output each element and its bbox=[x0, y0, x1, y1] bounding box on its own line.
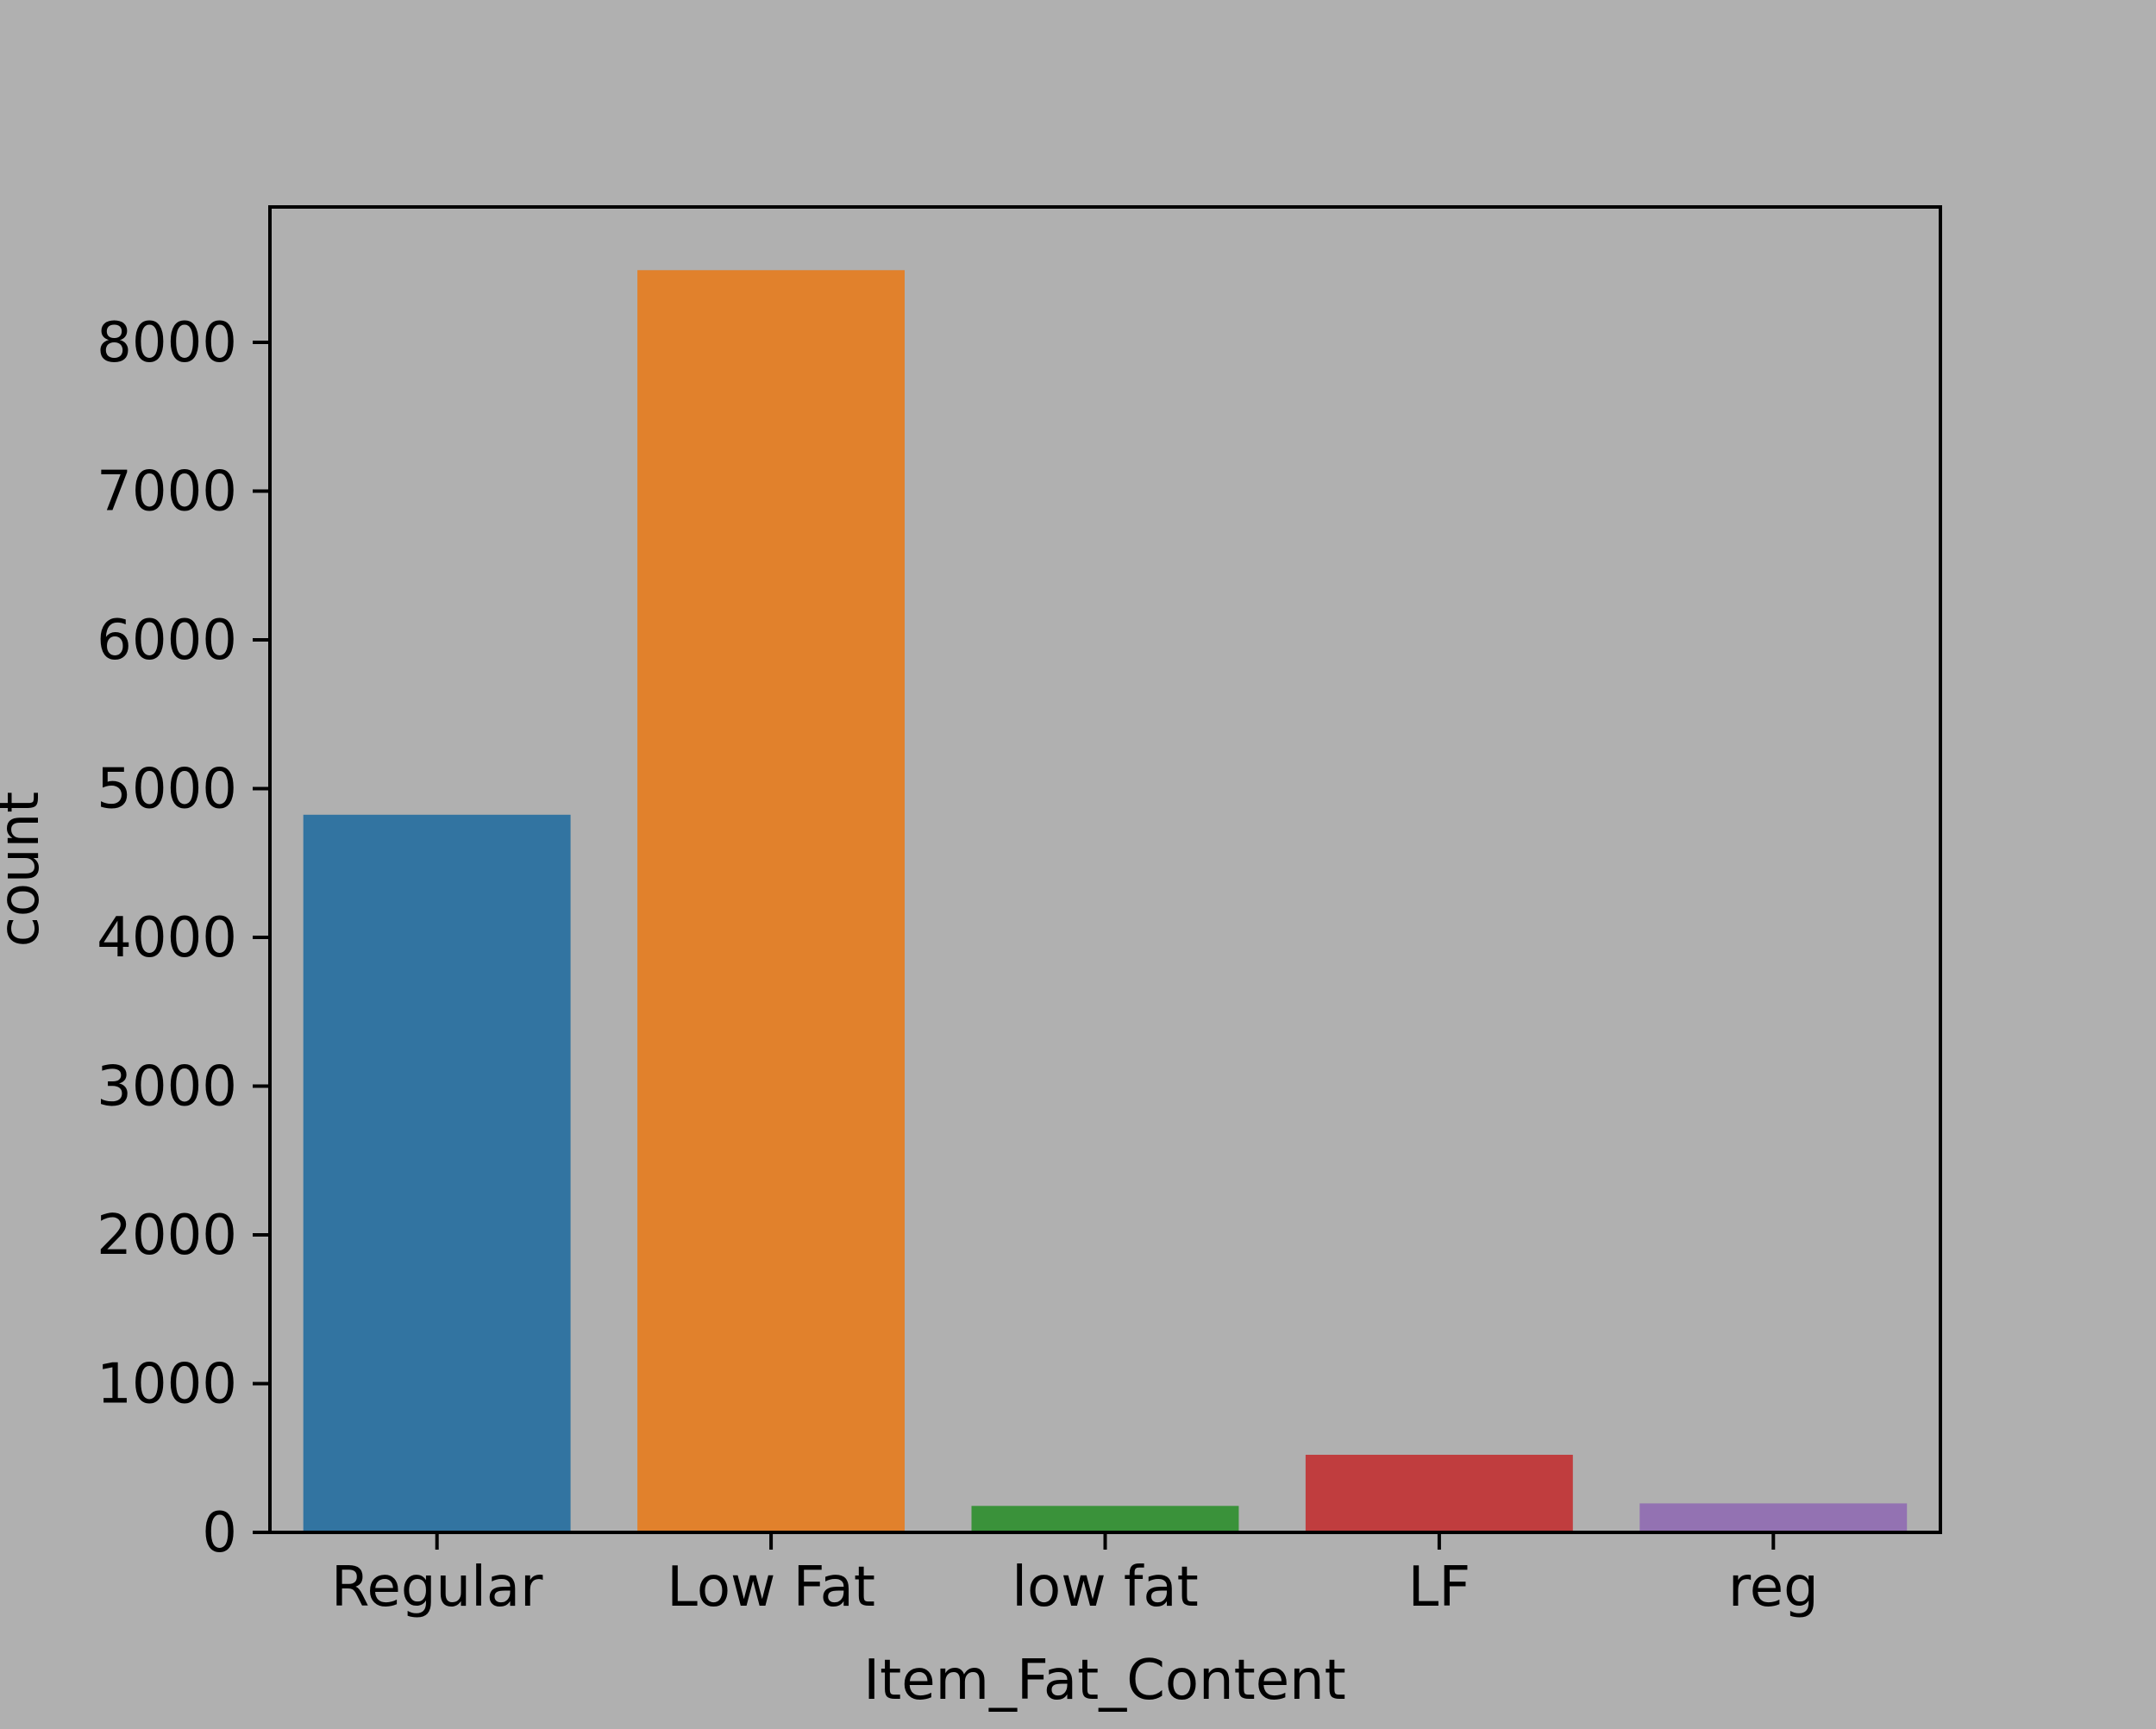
bar-reg bbox=[1639, 1503, 1908, 1532]
y-axis-label: count bbox=[0, 792, 52, 948]
y-axis: 0 1000 2000 3000 4000 5000 6000 7000 8000 bbox=[97, 311, 270, 1565]
y-tick-label: 1000 bbox=[97, 1352, 237, 1416]
x-axis: Regular Low Fat low fat LF reg bbox=[331, 1532, 1819, 1619]
x-tick-label: Regular bbox=[331, 1556, 543, 1619]
bars-group bbox=[303, 270, 1908, 1532]
y-tick-label: 0 bbox=[202, 1501, 237, 1565]
y-tick-label: 6000 bbox=[97, 609, 237, 673]
bar-low-fat bbox=[971, 1506, 1239, 1532]
x-tick-label: reg bbox=[1728, 1556, 1819, 1619]
x-axis-label: Item_Fat_Content bbox=[863, 1649, 1345, 1713]
y-tick-label: 2000 bbox=[97, 1204, 237, 1268]
bar-regular bbox=[303, 814, 571, 1532]
bar-low-fat bbox=[637, 270, 905, 1532]
y-tick-label: 7000 bbox=[97, 460, 237, 523]
bar-lf bbox=[1305, 1455, 1573, 1532]
y-tick-label: 3000 bbox=[97, 1055, 237, 1118]
y-tick-label: 4000 bbox=[97, 906, 237, 970]
x-tick-label: LF bbox=[1408, 1556, 1470, 1619]
x-tick-label: Low Fat bbox=[667, 1556, 875, 1619]
y-tick-label: 8000 bbox=[97, 311, 237, 375]
y-tick-label: 5000 bbox=[97, 757, 237, 821]
x-tick-label: low fat bbox=[1012, 1556, 1198, 1619]
